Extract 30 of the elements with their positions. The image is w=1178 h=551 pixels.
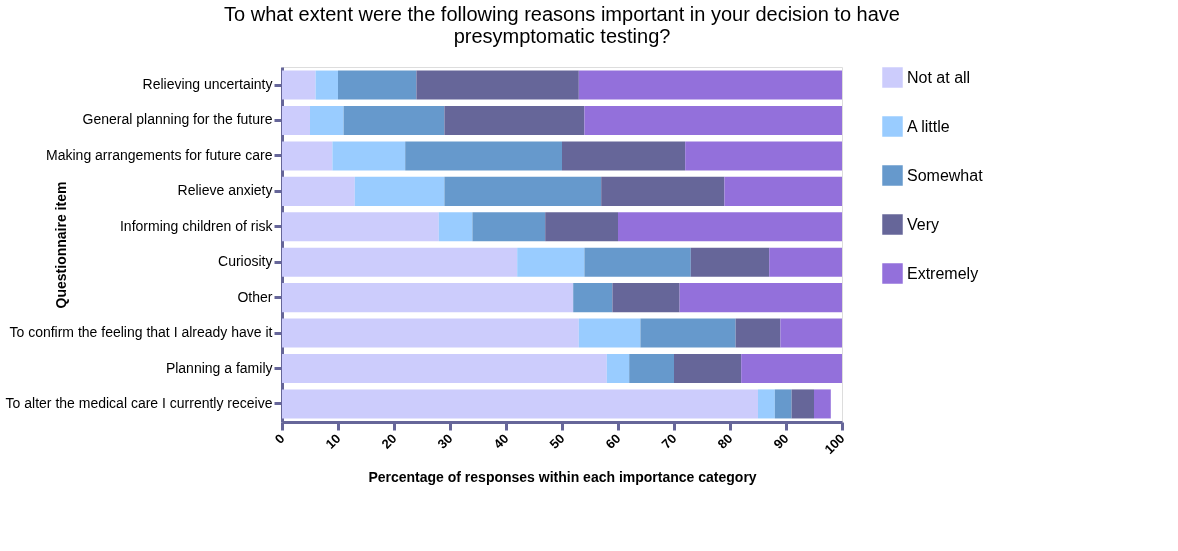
y-tick-label: Relieving uncertainty [142,76,273,93]
x-tick-label: 0 [271,430,288,447]
y-tick-label: Informing children of risk [119,217,274,234]
y-tick-label: Curiosity [218,253,273,270]
y-tick-label: Other [237,288,273,305]
y-tick-label: Making arrangements for future care [46,146,273,163]
legend-label: Somewhat [907,166,984,184]
y-axis-title: Questionnaire item [52,181,69,309]
legend-label: Not at all [907,68,971,86]
x-tick-label: 70 [658,430,680,452]
text: To what extent were the following reasons important in your decision to have [224,3,900,25]
text: presymptomatic testing? [453,25,671,47]
x-tick-label: 100 [821,430,848,457]
x-tick-label: 30 [434,430,456,452]
legend-label: Very [907,215,940,233]
x-tick-label: 90 [770,430,792,452]
y-tick-label: To alter the medical care I currently receive [5,394,273,411]
y-tick-label: Relieve anxiety [177,182,273,199]
x-axis-title: Percentage of responses within each importance category [368,468,757,485]
x-tick-label: 50 [546,430,568,452]
legend-label: A little [907,117,950,135]
y-tick-label: Planning a family [165,359,273,376]
y-tick-label: To confirm the feeling that I already have it [9,324,273,341]
legend-label: Extremely [907,264,979,282]
x-tick-label: 60 [602,430,624,452]
x-tick-label: 40 [490,430,512,452]
x-tick-label: 10 [322,430,344,452]
x-tick-label: 80 [714,430,736,452]
y-tick-label: General planning for the future [82,111,273,128]
x-tick-label: 20 [378,430,400,452]
